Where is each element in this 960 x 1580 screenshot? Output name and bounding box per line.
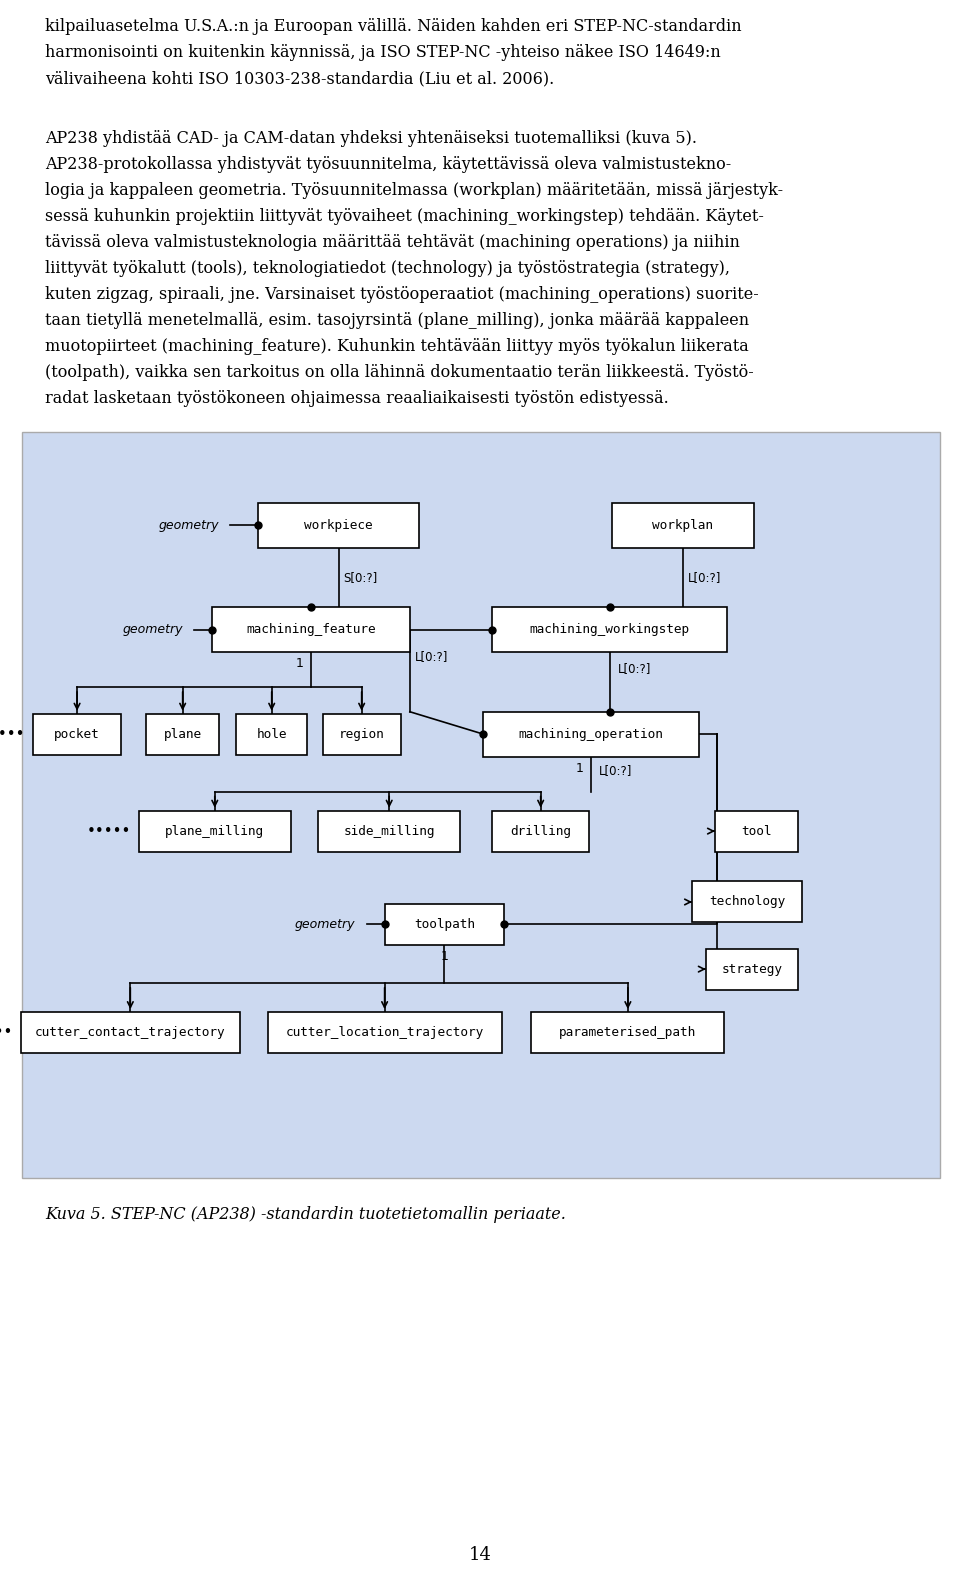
- Text: logia ja kappaleen geometria. Työsuunnitelmassa (workplan) määritetään, missä jä: logia ja kappaleen geometria. Työsuunnit…: [45, 182, 783, 199]
- Bar: [258, 502, 419, 548]
- Text: tävissä oleva valmistusteknologia määrittää tehtävät (machining operations) ja n: tävissä oleva valmistusteknologia määrit…: [45, 234, 740, 251]
- Bar: [492, 607, 727, 653]
- Text: ••••: ••••: [0, 727, 26, 741]
- Text: välivaiheena kohti ISO 10303-238-standardia (Liu et al. 2006).: välivaiheena kohti ISO 10303-238-standar…: [45, 70, 554, 87]
- Bar: [612, 502, 755, 548]
- Text: S[0:?]: S[0:?]: [344, 570, 378, 585]
- Text: strategy: strategy: [721, 962, 782, 975]
- Bar: [532, 1013, 724, 1052]
- Text: AP238-protokollassa yhdistyvät työsuunnitelma, käytettävissä oleva valmistustekn: AP238-protokollassa yhdistyvät työsuunni…: [45, 156, 732, 172]
- Bar: [21, 1013, 240, 1052]
- Text: machining_operation: machining_operation: [518, 728, 663, 741]
- Bar: [318, 811, 461, 852]
- Bar: [385, 904, 504, 945]
- Text: liittyvät työkalutt (tools), teknologiatiedot (technology) ja työstöstrategia (s: liittyvät työkalutt (tools), teknologiat…: [45, 259, 730, 276]
- Text: radat lasketaan työstökoneen ohjaimessa reaaliaikaisesti työstön edistyessä.: radat lasketaan työstökoneen ohjaimessa …: [45, 390, 669, 406]
- Text: workplan: workplan: [653, 518, 713, 532]
- Text: •••••: •••••: [86, 823, 132, 839]
- Text: muotopiirteet (machining_feature). Kuhunkin tehtävään liittyy myös työkalun liik: muotopiirteet (machining_feature). Kuhun…: [45, 338, 749, 356]
- Text: cutter_contact_trajectory: cutter_contact_trajectory: [35, 1025, 226, 1040]
- Text: sessä kuhunkin projektiin liittyvät työvaiheet (machining_workingstep) tehdään. : sessä kuhunkin projektiin liittyvät työv…: [45, 209, 764, 224]
- Text: hole: hole: [256, 728, 287, 741]
- Text: machining_feature: machining_feature: [247, 623, 376, 637]
- Text: parameterised_path: parameterised_path: [560, 1025, 697, 1040]
- Bar: [146, 714, 220, 755]
- Bar: [483, 711, 699, 757]
- Text: pocket: pocket: [54, 728, 100, 741]
- Text: kilpailuasetelma U.S.A.:n ja Euroopan välillä. Näiden kahden eri STEP-NC-standar: kilpailuasetelma U.S.A.:n ja Euroopan vä…: [45, 17, 742, 35]
- Text: L[0:?]: L[0:?]: [415, 649, 448, 662]
- Text: taan tietyllä menetelmallä, esim. tasojyrsintä (plane_milling), jonka määrää kap: taan tietyllä menetelmallä, esim. tasojy…: [45, 311, 749, 329]
- Text: geometry: geometry: [158, 518, 219, 532]
- Bar: [139, 811, 291, 852]
- Text: kuten zigzag, spiraali, jne. Varsinaiset työstöoperaatiot (machining_operations): kuten zigzag, spiraali, jne. Varsinaiset…: [45, 286, 758, 303]
- Text: 1: 1: [575, 762, 583, 774]
- Text: harmonisointi on kuitenkin käynnissä, ja ISO STEP-NC -yhteiso näkee ISO 14649:n: harmonisointi on kuitenkin käynnissä, ja…: [45, 44, 721, 62]
- Bar: [492, 811, 588, 852]
- Text: plane_milling: plane_milling: [165, 825, 264, 837]
- Text: L[0:?]: L[0:?]: [688, 570, 721, 585]
- Text: drilling: drilling: [510, 825, 571, 837]
- Text: L[0:?]: L[0:?]: [599, 765, 633, 777]
- Bar: [692, 882, 803, 923]
- Text: geometry: geometry: [123, 623, 183, 637]
- Bar: [236, 714, 307, 755]
- Bar: [212, 607, 410, 653]
- Text: geometry: geometry: [295, 918, 355, 931]
- Text: cutter_location_trajectory: cutter_location_trajectory: [285, 1025, 484, 1040]
- Text: toolpath: toolpath: [414, 918, 475, 931]
- Text: side_milling: side_milling: [344, 825, 435, 837]
- Text: technology: technology: [709, 896, 785, 908]
- Text: plane: plane: [163, 728, 202, 741]
- Text: 1: 1: [296, 657, 303, 670]
- Text: •••••: •••••: [0, 1025, 13, 1040]
- Text: 14: 14: [468, 1545, 492, 1564]
- Text: AP238 yhdistää CAD- ja CAM-datan yhdeksi yhtenäiseksi tuotemalliksi (kuva 5).: AP238 yhdistää CAD- ja CAM-datan yhdeksi…: [45, 130, 697, 147]
- Text: machining_workingstep: machining_workingstep: [530, 623, 689, 637]
- Bar: [715, 811, 798, 852]
- Bar: [323, 714, 400, 755]
- Text: workpiece: workpiece: [304, 518, 373, 532]
- Text: Kuva 5. STEP-NC (AP238) -standardin tuotetietomallin periaate.: Kuva 5. STEP-NC (AP238) -standardin tuot…: [45, 1206, 565, 1223]
- Text: 1: 1: [441, 950, 448, 962]
- Text: L[0:?]: L[0:?]: [617, 662, 651, 675]
- Bar: [268, 1013, 502, 1052]
- Text: region: region: [339, 728, 385, 741]
- Bar: [22, 431, 940, 1179]
- Text: tool: tool: [741, 825, 772, 837]
- Text: (toolpath), vaikka sen tarkoitus on olla lähinnä dokumentaatio terän liikkeestä.: (toolpath), vaikka sen tarkoitus on olla…: [45, 363, 754, 381]
- Bar: [706, 948, 798, 989]
- Bar: [34, 714, 121, 755]
